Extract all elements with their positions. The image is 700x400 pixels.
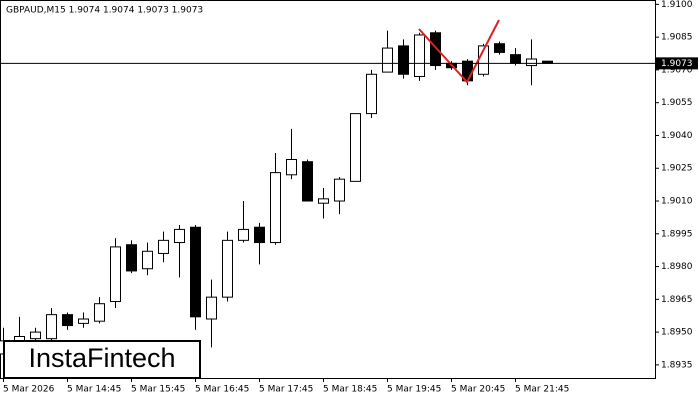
candle-body [414,34,425,77]
candle-body [190,226,201,318]
y-tick-label: 1.8935 [661,360,693,370]
y-tick-label: 1.8995 [661,229,693,239]
candle-body [254,226,265,244]
candle-body [286,159,297,176]
candle-body [430,32,441,67]
candle-body [526,58,537,67]
x-tick-label: 5 Mar 19:45 [387,385,441,395]
candle-body [398,45,409,75]
candle-body [238,228,249,241]
y-tick-label: 1.9025 [661,164,693,174]
x-tick-label: 5 Mar 20:45 [451,385,505,395]
candle-body [206,296,217,320]
logo: InstaFintech [28,343,175,373]
y-tick-label: 1.9040 [661,131,693,141]
candle-body [318,198,329,204]
logo-box [3,340,201,379]
candle-body [78,318,89,324]
candle-body [126,244,137,272]
candle-body [510,54,521,64]
candle-body [94,303,105,322]
y-tick-label: 1.9085 [661,33,693,43]
candle-body [494,43,505,53]
candle-body [30,331,41,340]
x-tick-label: 5 Mar 21:45 [515,385,569,395]
x-tick-label: 5 Mar 2026 [3,385,55,395]
candle-body [222,239,233,298]
candle-body [62,314,73,327]
candle-body [46,314,57,340]
candle-body [302,161,313,202]
chart-title: GBPAUD,M15 1.9074 1.9074 1.9073 1.9073 [6,6,203,16]
plot-frame [0,0,656,379]
x-tick-label: 5 Mar 15:45 [131,385,185,395]
y-tick-label: 1.8965 [661,295,693,305]
x-tick-label: 5 Mar 18:45 [323,385,377,395]
candle-body [366,73,377,115]
y-tick-label: 1.9055 [661,98,693,108]
candle-body [174,228,185,244]
pattern-line [418,19,500,84]
candle-body [142,250,153,270]
candle-body [158,239,169,254]
candle-body [110,246,121,303]
candle-body [334,178,345,202]
candle-body [382,47,393,73]
y-tick-label: 1.9100 [661,0,693,10]
x-tick-label: 5 Mar 17:45 [259,385,313,395]
x-tick-label: 5 Mar 16:45 [195,385,249,395]
marks [0,30,553,365]
current-price-label: 1.9073 [661,59,693,69]
x-tick-label: 5 Mar 14:45 [67,385,121,395]
current-price-box [656,57,698,70]
y-tick-label: 1.9070 [661,65,693,75]
y-tick-label: 1.9010 [661,197,693,207]
candle-body [270,172,281,244]
y-tick-label: 1.8980 [661,262,693,272]
y-tick-label: 1.8950 [661,328,693,338]
candle-body [350,113,361,182]
